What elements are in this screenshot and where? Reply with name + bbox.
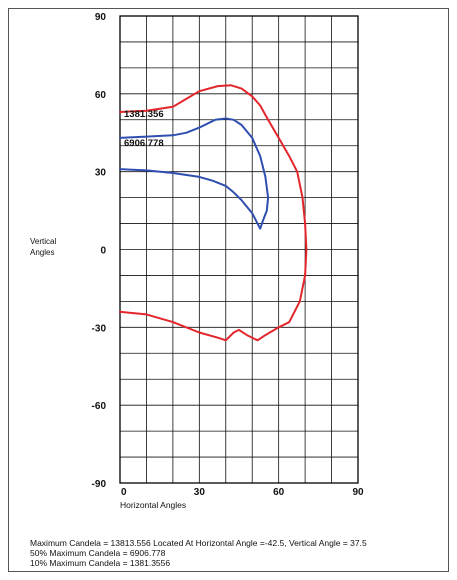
candela-summary: Maximum Candela = 13813.556 Located At H…	[30, 538, 450, 568]
y-tick-label: 90	[95, 12, 107, 23]
y-tick-label: -30	[92, 323, 107, 334]
chart-frame	[8, 8, 449, 572]
series-annotation: 1381.356	[124, 109, 164, 120]
max-candela-text: Maximum Candela = 13813.556 Located At H…	[30, 538, 367, 548]
x-tick-label: 0	[121, 487, 127, 498]
y-tick-label: 30	[95, 168, 107, 179]
fifty-percent-text: 50% Maximum Candela = 6906.778	[30, 548, 166, 558]
x-tick-label: 60	[273, 487, 285, 498]
series-line-ten-percent	[119, 84, 308, 342]
x-axis-label: Horizontal Angles	[120, 500, 187, 510]
y-axis-label-line-2: Angles	[30, 248, 55, 257]
chart-grid	[119, 15, 359, 484]
y-axis-label-line-1: Vertical	[30, 237, 57, 246]
y-axis-label: Vertical Angles	[30, 236, 56, 258]
annotations: 1381.356 6906.778	[124, 109, 164, 149]
tick-labels: 90 60 30 0 -30 -60 -90 0 30 60 90	[92, 12, 364, 498]
ten-percent-text: 10% Maximum Candela = 1381.3556	[30, 558, 171, 568]
y-tick-label: -60	[92, 401, 107, 412]
series-annotation: 6906.778	[124, 138, 164, 149]
series-lines	[119, 84, 308, 342]
x-tick-label: 90	[352, 487, 364, 498]
y-tick-label: -90	[92, 479, 107, 490]
y-tick-label: 60	[95, 90, 107, 101]
x-tick-label: 30	[194, 487, 206, 498]
plot-border	[119, 15, 359, 484]
series-line-fifty-percent	[119, 117, 270, 230]
y-tick-label: 0	[100, 246, 106, 257]
